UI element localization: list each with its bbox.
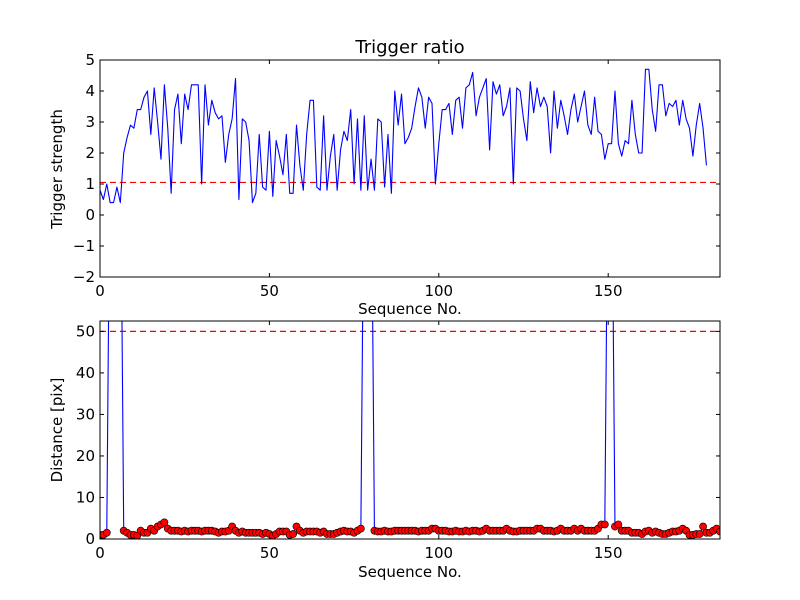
data-point <box>356 524 365 533</box>
data-point <box>716 527 720 536</box>
x-axis-label: Sequence No. <box>358 563 462 581</box>
y-tick-label: −1 <box>73 237 95 255</box>
data-layer <box>100 68 720 204</box>
x-tick-label: 50 <box>260 282 279 300</box>
trigger-ratio-chart: Trigger ratio 0 50 100 150 −2 −1 0 1 2 3 4 5 Sequen… <box>48 37 721 318</box>
plot-area: 0 50 100 150 0 10 20 30 40 50 <box>76 320 721 562</box>
y-tick-label: 2 <box>85 144 95 162</box>
data-point <box>614 520 623 529</box>
y-tick-label: 30 <box>76 405 95 423</box>
x-tick-label: 100 <box>424 282 453 300</box>
y-tick-label: 20 <box>76 447 95 465</box>
axes-frame <box>99 59 721 278</box>
distance-chart: 0 50 100 150 0 10 20 30 40 50 Sequence No. Distan… <box>48 320 721 581</box>
chart-title: Trigger ratio <box>354 37 464 58</box>
axes-frame <box>99 320 721 540</box>
data-point <box>699 522 707 531</box>
x-tick-label: 150 <box>594 544 623 562</box>
y-tick-label: 50 <box>76 322 95 340</box>
series-line <box>100 68 707 204</box>
y-tick-label: 1 <box>85 175 95 193</box>
y-tick-label: 4 <box>85 82 95 100</box>
y-tick-label: −2 <box>73 268 95 286</box>
y-tick-label: 0 <box>85 530 95 548</box>
y-tick-label: 5 <box>85 51 95 69</box>
y-tick-label: 40 <box>76 364 95 382</box>
x-tick-label: 150 <box>594 282 623 300</box>
y-axis-label: Trigger strength <box>48 109 66 230</box>
x-tick-label: 0 <box>95 282 105 300</box>
x-tick-label: 100 <box>424 544 453 562</box>
plot-area: 0 50 100 150 −2 −1 0 1 2 3 4 5 <box>73 51 721 300</box>
x-tick-label: 0 <box>95 544 105 562</box>
x-tick-label: 50 <box>260 544 279 562</box>
y-tick-label: 0 <box>85 206 95 224</box>
data-point <box>102 528 111 537</box>
data-point <box>695 530 704 538</box>
data-layer <box>100 321 720 539</box>
y-tick-label: 10 <box>76 488 95 506</box>
x-axis-label: Sequence No. <box>358 300 462 318</box>
y-tick-label: 3 <box>85 113 95 131</box>
data-point <box>289 530 298 538</box>
y-axis-label: Distance [pix] <box>48 378 66 483</box>
data-point <box>600 520 609 529</box>
data-point <box>160 518 169 527</box>
